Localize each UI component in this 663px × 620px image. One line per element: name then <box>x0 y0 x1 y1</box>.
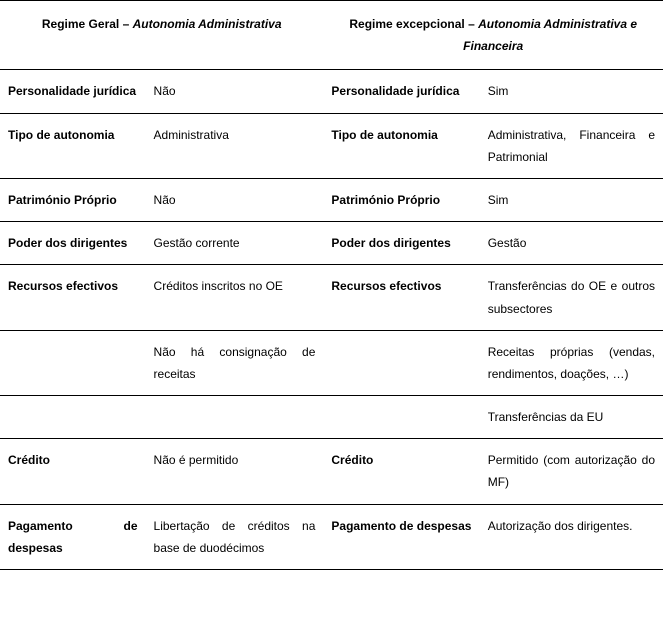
header-right: Regime excepcional – Autonomia Administr… <box>323 1 663 70</box>
table-row: Não há consignação de receitas Receitas p… <box>0 330 663 395</box>
left-value: Libertação de créditos na base de duodéc… <box>146 504 324 569</box>
right-value: Sim <box>480 70 663 113</box>
left-value: Administrativa <box>146 113 324 178</box>
right-label: Património Próprio <box>323 178 479 221</box>
right-label: Poder dos dirigentes <box>323 222 479 265</box>
left-value: Não é permitido <box>146 439 324 504</box>
left-value: Gestão corrente <box>146 222 324 265</box>
table-row: Personalidade jurídicaNãoPersonalidade j… <box>0 70 663 113</box>
table-row: Poder dos dirigentesGestão correntePoder… <box>0 222 663 265</box>
left-value: Não há consignação de receitas <box>146 330 324 395</box>
right-value: Autorização dos dirigentes. <box>480 504 663 569</box>
table-row: Património PróprioNãoPatrimónio PróprioS… <box>0 178 663 221</box>
header-row: Regime Geral – Autonomia Administrativa … <box>0 1 663 70</box>
comparison-table: Regime Geral – Autonomia Administrativa … <box>0 0 663 570</box>
header-right-italic: Autonomia Administrativa e Financeira <box>463 17 637 53</box>
right-value: Gestão <box>480 222 663 265</box>
right-value: Administrativa, Financeira e Patrimonial <box>480 113 663 178</box>
right-label: Recursos efectivos <box>323 265 479 330</box>
left-value: Não <box>146 70 324 113</box>
left-label: Património Próprio <box>0 178 146 221</box>
header-left: Regime Geral – Autonomia Administrativa <box>0 1 323 70</box>
left-label: Crédito <box>0 439 146 504</box>
right-value: Transferências da EU <box>480 396 663 439</box>
table-row: Tipo de autonomiaAdministrativaTipo de a… <box>0 113 663 178</box>
right-label <box>323 396 479 439</box>
table-row: Recursos efectivosCréditos inscritos no … <box>0 265 663 330</box>
table-body: Personalidade jurídicaNãoPersonalidade j… <box>0 70 663 570</box>
header-left-prefix: Regime Geral – <box>42 17 133 31</box>
comparison-table-page: Regime Geral – Autonomia Administrativa … <box>0 0 663 570</box>
right-value: Transferências do OE e outros subsectore… <box>480 265 663 330</box>
right-label: Personalidade jurídica <box>323 70 479 113</box>
header-left-italic: Autonomia Administrativa <box>133 17 282 31</box>
left-label: Recursos efectivos <box>0 265 146 330</box>
header-right-prefix: Regime excepcional – <box>349 17 478 31</box>
right-label <box>323 330 479 395</box>
right-label: Pagamento de despesas <box>323 504 479 569</box>
table-row: Pagamento de despesasLibertação de crédi… <box>0 504 663 569</box>
table-row: Transferências da EU <box>0 396 663 439</box>
left-label: Poder dos dirigentes <box>0 222 146 265</box>
left-value: Créditos inscritos no OE <box>146 265 324 330</box>
left-label: Tipo de autonomia <box>0 113 146 178</box>
left-label: Pagamento de despesas <box>0 504 146 569</box>
left-value: Não <box>146 178 324 221</box>
left-label <box>0 330 146 395</box>
right-label: Tipo de autonomia <box>323 113 479 178</box>
left-value <box>146 396 324 439</box>
right-value: Receitas próprias (vendas, rendimentos, … <box>480 330 663 395</box>
right-value: Sim <box>480 178 663 221</box>
right-value: Permitido (com autorização do MF) <box>480 439 663 504</box>
table-row: CréditoNão é permitidoCréditoPermitido (… <box>0 439 663 504</box>
left-label: Personalidade jurídica <box>0 70 146 113</box>
right-label: Crédito <box>323 439 479 504</box>
left-label <box>0 396 146 439</box>
